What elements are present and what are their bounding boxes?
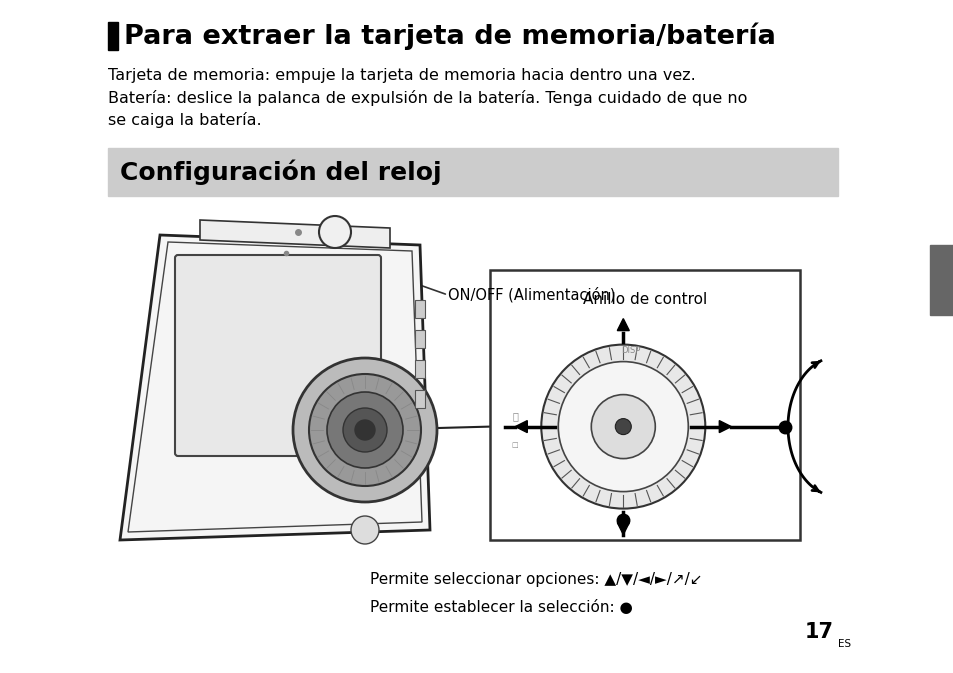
Text: Permite establecer la selección: ●: Permite establecer la selección: ● — [370, 600, 632, 615]
Text: Permite seleccionar opciones: ▲/▼/◄/►/↗/↙: Permite seleccionar opciones: ▲/▼/◄/►/↗/… — [370, 572, 701, 587]
Text: ⌛: ⌛ — [512, 412, 517, 421]
Text: Batería: deslice la palanca de expulsión de la batería. Tenga cuidado de que no: Batería: deslice la palanca de expulsión… — [108, 90, 746, 106]
FancyBboxPatch shape — [490, 270, 800, 540]
Polygon shape — [120, 235, 430, 540]
Circle shape — [343, 408, 387, 452]
Text: DISP: DISP — [621, 346, 640, 355]
Polygon shape — [617, 318, 629, 330]
Circle shape — [558, 361, 687, 491]
Text: se caiga la batería.: se caiga la batería. — [108, 112, 261, 128]
Polygon shape — [719, 421, 731, 433]
Circle shape — [591, 394, 655, 458]
Text: Anillo de control: Anillo de control — [582, 293, 706, 308]
Circle shape — [540, 345, 704, 509]
Circle shape — [309, 374, 420, 486]
Circle shape — [293, 358, 436, 502]
Bar — [415, 390, 424, 408]
Circle shape — [318, 216, 351, 248]
Circle shape — [355, 420, 375, 440]
Circle shape — [615, 419, 631, 435]
Text: 17: 17 — [804, 622, 833, 642]
Text: ES: ES — [837, 639, 850, 649]
Text: Configuración del reloj: Configuración del reloj — [120, 160, 441, 185]
Circle shape — [327, 392, 402, 468]
Text: Para extraer la tarjeta de memoria/batería: Para extraer la tarjeta de memoria/bater… — [124, 22, 775, 50]
Bar — [415, 300, 424, 318]
Bar — [929, 245, 953, 315]
Circle shape — [351, 516, 378, 544]
Bar — [108, 148, 837, 196]
Text: □: □ — [511, 441, 517, 448]
Bar — [108, 22, 118, 50]
Text: ―: ― — [626, 437, 635, 446]
Polygon shape — [200, 220, 390, 248]
Text: Tarjeta de memoria: empuje la tarjeta de memoria hacia dentro una vez.: Tarjeta de memoria: empuje la tarjeta de… — [108, 68, 695, 83]
Polygon shape — [515, 421, 527, 433]
Bar — [415, 330, 424, 348]
Polygon shape — [617, 523, 629, 534]
Bar — [415, 360, 424, 378]
FancyBboxPatch shape — [174, 255, 380, 456]
Text: ON/OFF (Alimentación): ON/OFF (Alimentación) — [448, 287, 615, 302]
